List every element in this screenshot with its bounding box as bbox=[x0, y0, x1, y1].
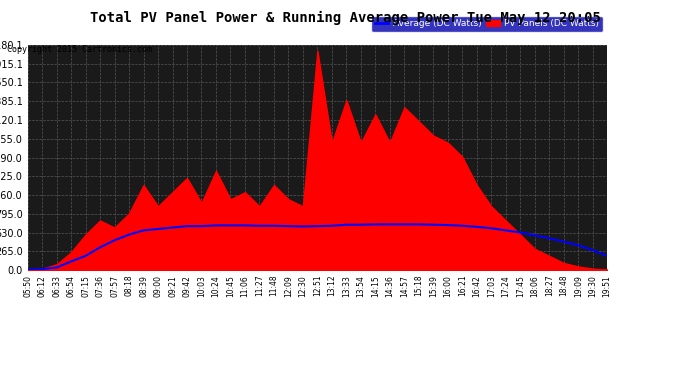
Legend: Average (DC Watts), PV Panels (DC Watts): Average (DC Watts), PV Panels (DC Watts) bbox=[371, 16, 602, 32]
Text: Total PV Panel Power & Running Average Power Tue May 12 20:05: Total PV Panel Power & Running Average P… bbox=[90, 11, 600, 26]
Text: Copyright 2015 Cartronics.com: Copyright 2015 Cartronics.com bbox=[7, 45, 152, 54]
